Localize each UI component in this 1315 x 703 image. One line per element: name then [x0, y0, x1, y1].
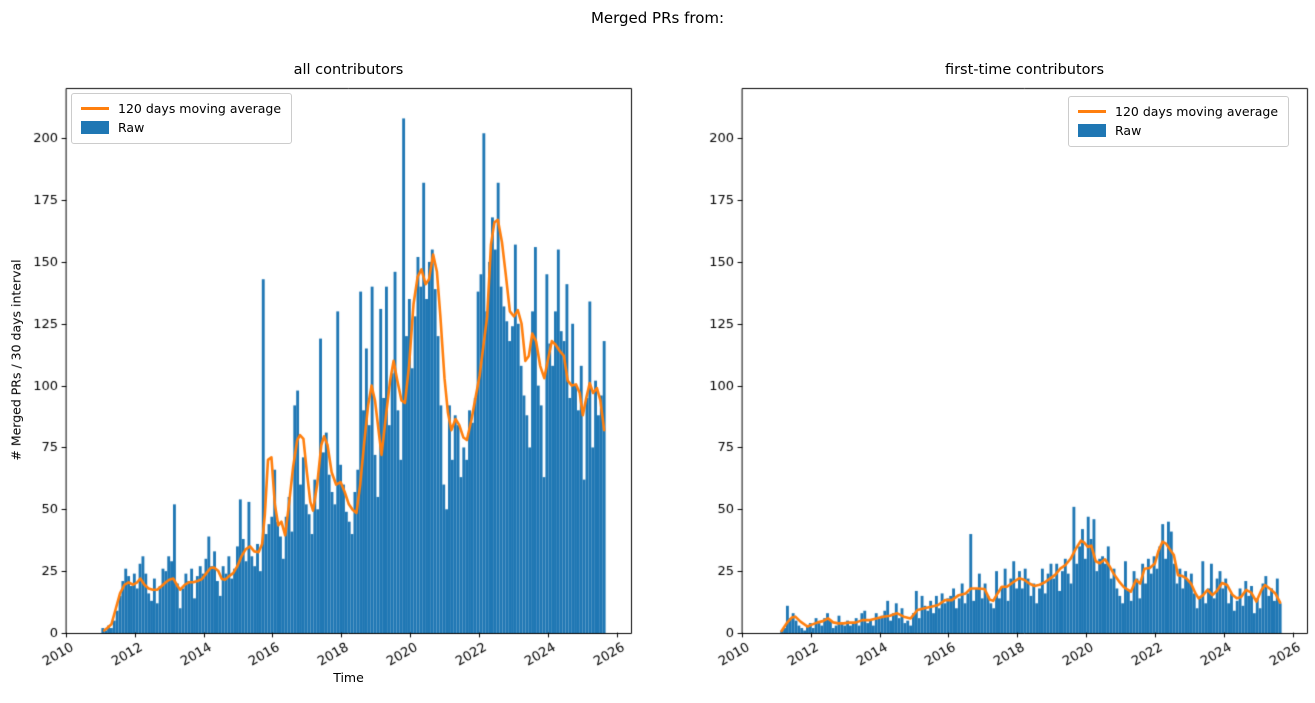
left-axes-title: all contributors — [293, 62, 404, 78]
legend-entry-moving-average: 120 days moving average — [1078, 102, 1278, 121]
legend-label-moving-average: 120 days moving average — [1115, 104, 1279, 119]
legend-label-moving-average: 120 days moving average — [118, 101, 282, 116]
figure-suptitle: Merged PRs from: — [590, 9, 725, 27]
legend-label-raw: Raw — [1115, 123, 1142, 138]
legend-entry-moving-average: 120 days moving average — [81, 99, 281, 118]
raw-bar-swatch — [81, 121, 109, 134]
legend-left: 120 days moving average Raw — [71, 93, 293, 144]
x-axis-label: Time — [333, 670, 364, 685]
legend-entry-raw: Raw — [81, 118, 281, 137]
y-axis-label: # Merged PRs / 30 days interval — [8, 259, 24, 461]
moving-average-line-swatch — [81, 107, 109, 110]
right-axes-title: first-time contributors — [944, 62, 1105, 78]
legend-label-raw: Raw — [118, 120, 145, 135]
moving-average-line-swatch — [1078, 110, 1106, 113]
raw-bar-swatch — [1078, 124, 1106, 137]
legend-right: 120 days moving average Raw — [1068, 96, 1290, 147]
legend-entry-raw: Raw — [1078, 121, 1278, 140]
